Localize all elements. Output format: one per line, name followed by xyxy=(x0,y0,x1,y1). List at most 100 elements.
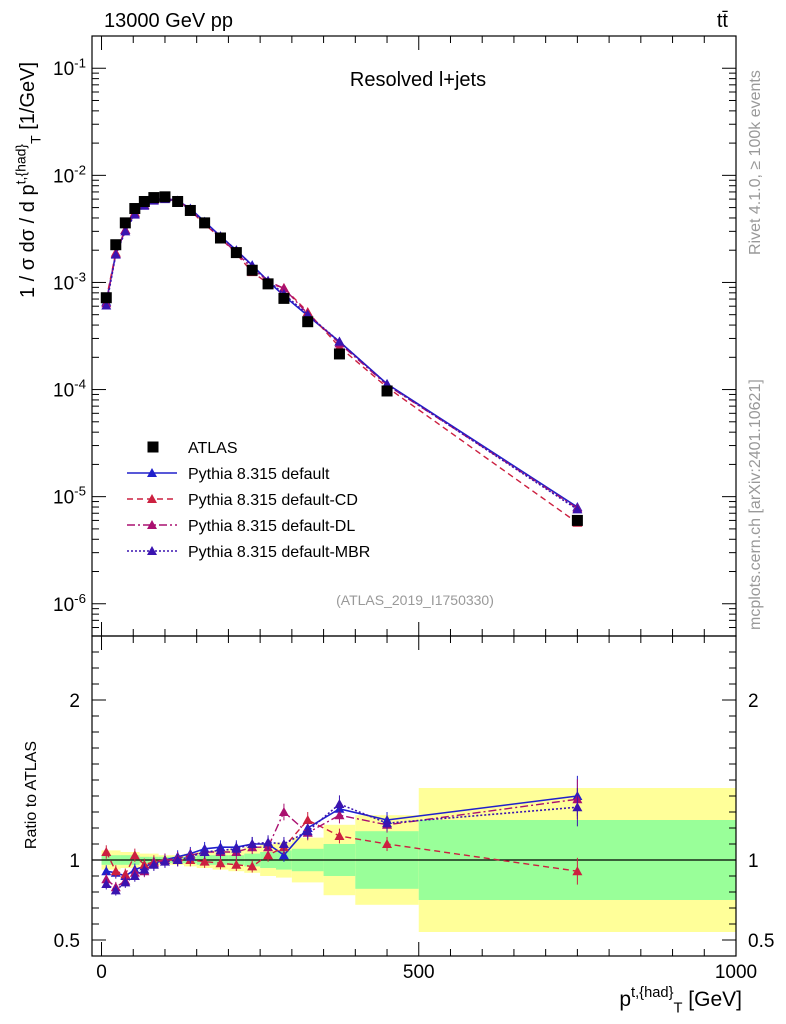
ratio-point xyxy=(101,879,112,888)
main-plot-panel: 10-1 10-2 10-3 10-4 10-5 10-6 1 / σ dσ / d pt… xyxy=(13,35,737,637)
ratio-point xyxy=(231,859,242,869)
ratio-point xyxy=(334,831,345,840)
ratio-point xyxy=(572,866,583,876)
main-y-axis-title: 1 / σ dσ / d pt,{had}T [1/GeV] xyxy=(13,62,44,298)
atlas-point xyxy=(381,385,393,397)
atlas-point xyxy=(184,204,196,216)
ratio-y-tick-label: 2 xyxy=(69,691,80,712)
ratio-point xyxy=(302,826,313,836)
atlas-point xyxy=(302,316,314,328)
data-point xyxy=(129,209,140,219)
data-point xyxy=(120,226,131,236)
legend-marker xyxy=(147,546,157,555)
x-tick-label: 0 xyxy=(96,962,107,983)
data-point xyxy=(278,283,289,293)
ratio-tick-labels: 0.5 0.5 1 1 2 2 0 500 1000 xyxy=(54,691,775,983)
ratio-point xyxy=(101,847,112,856)
ratio-point xyxy=(382,818,393,828)
main-axis-ticks xyxy=(92,35,737,637)
data-point xyxy=(101,300,112,310)
atlas-point xyxy=(119,217,131,229)
ratio-axis-ticks xyxy=(92,636,737,956)
ratio-point xyxy=(278,839,289,848)
legend-entry: Pythia 8.315 default-MBR xyxy=(127,544,370,561)
ratio-y-axis-title: Ratio to ATLAS xyxy=(23,741,40,849)
ratio-point xyxy=(148,859,159,869)
ratio-point xyxy=(159,856,170,866)
legend-label: Pythia 8.315 default xyxy=(188,466,330,483)
legend-entry: ATLAS xyxy=(147,440,238,457)
atlas-point xyxy=(110,239,122,251)
ratio-point xyxy=(129,850,140,860)
x-tick-label: 500 xyxy=(403,962,435,983)
ratio-plot-panel: 0.5 0.5 1 1 2 2 0 500 1000 Ratio to ATLAS pt,{ha… xyxy=(23,635,775,1017)
ratio-point xyxy=(263,837,274,847)
mcplots-label: mcplots.cern.ch [arXiv:2401.10621] xyxy=(747,379,764,630)
analysis-id: (ATLAS_2019_I1750330) xyxy=(336,592,494,608)
ratio-point xyxy=(572,802,583,812)
ratio-point xyxy=(185,851,196,861)
ratio-point xyxy=(120,869,131,879)
ratio-point xyxy=(110,866,121,876)
legend-marker xyxy=(147,520,157,529)
atlas-point xyxy=(199,217,211,229)
ratio-point xyxy=(278,850,289,860)
main-series-layer xyxy=(100,191,583,527)
plot-title: Resolved l+jets xyxy=(350,69,486,91)
atlas-point xyxy=(148,192,160,204)
x-tick-label: 1000 xyxy=(715,962,757,983)
ratio-point xyxy=(382,839,393,848)
x-axis-label: pt,{had}T [GeV] xyxy=(619,985,742,1017)
series-line xyxy=(105,197,578,524)
ratio-point xyxy=(215,858,226,868)
rivet-label: Rivet 4.1.0, ≥ 100k events xyxy=(747,70,764,255)
atlas-point xyxy=(571,514,583,526)
ratio-point xyxy=(334,810,345,820)
y-tick-label: 10-6 xyxy=(53,591,86,616)
ratio-point xyxy=(247,861,258,871)
legend-marker xyxy=(147,441,159,453)
ratio-point xyxy=(334,799,345,808)
ratio-y-tick-label-right: 2 xyxy=(748,691,759,712)
ratio-point xyxy=(199,856,210,866)
atlas-point xyxy=(159,191,171,203)
ratio-point xyxy=(129,871,140,880)
legend-entry: Pythia 8.315 default xyxy=(127,466,330,483)
atlas-point xyxy=(246,264,258,276)
legend-label: Pythia 8.315 default-DL xyxy=(188,518,355,535)
data-point xyxy=(572,504,583,514)
series-atlas-markers xyxy=(100,191,583,526)
ratio-point xyxy=(199,847,210,856)
process-label: tt̄ xyxy=(717,10,729,32)
main-y-tick-labels: 10-1 10-2 10-3 10-4 10-5 10-6 xyxy=(53,55,86,615)
y-tick-label: 10-1 xyxy=(53,55,86,80)
ratio-frame xyxy=(91,635,737,957)
legend-entry: Pythia 8.315 default-DL xyxy=(127,518,355,535)
ratio-point xyxy=(172,855,183,864)
y-tick-label: 10-3 xyxy=(53,269,86,294)
ratio-y-tick-label-right: 0.5 xyxy=(748,931,774,952)
legend: ATLAS Pythia 8.315 default Pythia 8.315 de… xyxy=(127,440,370,561)
atlas-point xyxy=(333,348,345,360)
atlas-point xyxy=(278,292,290,304)
energy-label: 13000 GeV pp xyxy=(104,10,233,32)
series-pythia-8-315-default-cd xyxy=(101,193,583,527)
ratio-y-tick-label: 1 xyxy=(69,851,80,872)
ratio-point xyxy=(215,845,226,855)
atlas-point xyxy=(100,292,112,304)
main-y-axis-label: 1 / σ dσ / d pt,{had}T [1/GeV] xyxy=(13,62,44,298)
ratio-point xyxy=(278,807,289,816)
ratio-point xyxy=(101,866,112,876)
ratio-point xyxy=(263,850,274,860)
ratio-point xyxy=(110,885,121,895)
x-axis-title: pt,{had}T [GeV] xyxy=(619,985,742,1017)
ratio-point xyxy=(247,839,258,848)
atlas-point xyxy=(129,203,141,215)
legend-label: Pythia 8.315 default-MBR xyxy=(188,544,370,561)
atlas-point xyxy=(138,195,150,207)
atlas-point xyxy=(214,232,226,244)
ratio-point xyxy=(231,843,242,853)
legend-marker xyxy=(147,468,157,477)
data-point xyxy=(334,336,345,346)
